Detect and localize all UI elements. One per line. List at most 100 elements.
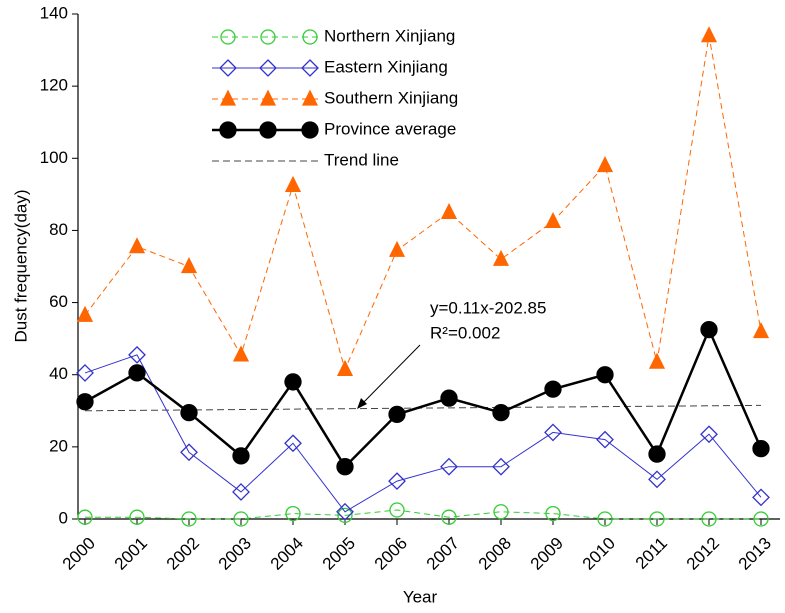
- marker: [388, 472, 406, 491]
- marker: [700, 26, 718, 43]
- x-tick-label: 2001: [111, 534, 151, 574]
- marker: [440, 202, 458, 220]
- marker: [128, 345, 146, 364]
- marker: [219, 121, 237, 139]
- legend-label: Northern Xinjiang: [324, 26, 455, 45]
- marker: [301, 59, 319, 77]
- marker: [232, 447, 250, 465]
- marker: [648, 445, 666, 463]
- marker: [302, 29, 318, 45]
- marker: [219, 89, 237, 106]
- x-tick-label: 2010: [579, 534, 619, 574]
- marker: [180, 403, 198, 422]
- marker: [752, 488, 770, 507]
- marker: [219, 59, 237, 77]
- y-tick-label: 60: [49, 292, 68, 311]
- marker: [76, 305, 94, 322]
- marker: [180, 443, 198, 462]
- marker: [492, 403, 510, 422]
- marker: [76, 393, 94, 411]
- series-line: [84, 354, 762, 513]
- marker: [285, 505, 301, 522]
- y-tick-label: 140: [40, 3, 68, 22]
- marker: [753, 511, 769, 527]
- marker: [440, 457, 458, 476]
- y-tick-label: 80: [49, 220, 68, 239]
- x-tick-label: 2006: [371, 534, 411, 574]
- x-axis-label: Year: [403, 587, 438, 606]
- legend-label: Trend line: [324, 150, 399, 169]
- x-tick-label: 2002: [163, 534, 203, 574]
- x-tick-label: 2013: [735, 534, 775, 574]
- marker: [544, 380, 562, 398]
- y-tick-label: 40: [49, 364, 68, 383]
- marker: [648, 352, 666, 369]
- marker: [493, 504, 509, 520]
- marker: [337, 507, 353, 524]
- marker: [440, 389, 458, 407]
- marker: [492, 249, 510, 266]
- marker: [128, 364, 146, 382]
- y-tick-label: 100: [40, 148, 68, 167]
- marker: [76, 363, 94, 382]
- marker: [259, 89, 277, 106]
- legend-label: Eastern Xinjiang: [324, 57, 448, 76]
- marker: [648, 470, 666, 489]
- y-tick-label: 0: [59, 508, 68, 527]
- marker: [596, 430, 614, 449]
- x-tick-label: 2005: [319, 534, 359, 574]
- marker: [596, 366, 614, 384]
- marker: [649, 511, 665, 527]
- y-tick-label: 20: [49, 436, 68, 455]
- marker: [596, 156, 614, 173]
- marker: [301, 89, 319, 106]
- y-axis-label: Dust frequency(day): [11, 189, 30, 342]
- marker: [388, 240, 406, 257]
- annotation-arrow: [358, 344, 421, 408]
- marker: [752, 321, 770, 339]
- marker: [77, 509, 93, 525]
- marker: [284, 434, 302, 453]
- marker: [544, 211, 562, 229]
- marker: [336, 458, 354, 476]
- marker: [284, 373, 302, 391]
- marker: [388, 405, 406, 424]
- series-line: [85, 509, 761, 520]
- marker: [492, 457, 510, 476]
- marker: [233, 511, 249, 527]
- marker: [232, 483, 250, 501]
- marker: [544, 423, 562, 442]
- series-line: [84, 326, 763, 469]
- marker: [259, 59, 277, 77]
- legend-label: Province average: [324, 119, 456, 138]
- x-tick-label: 2004: [267, 534, 307, 574]
- x-tick-label: 2000: [59, 534, 99, 574]
- x-tick-label: 2007: [423, 534, 463, 574]
- annotation: y=0.11x-202.85: [430, 298, 546, 317]
- x-tick-label: 2009: [527, 534, 567, 574]
- marker: [259, 121, 277, 139]
- marker: [301, 121, 319, 139]
- x-tick-label: 2012: [683, 534, 723, 574]
- y-tick-label: 120: [40, 76, 68, 95]
- marker: [336, 502, 354, 521]
- marker: [180, 257, 198, 274]
- marker: [284, 175, 302, 192]
- series-line: [84, 35, 762, 371]
- x-tick-label: 2011: [632, 534, 671, 573]
- arrow-head: [357, 398, 367, 409]
- marker: [260, 29, 276, 45]
- marker: [441, 509, 457, 525]
- x-tick-label: 2008: [475, 534, 515, 574]
- trend-line: [84, 404, 762, 412]
- legend-label: Southern Xinjiang: [324, 88, 458, 107]
- annotation: R²=0.002: [430, 323, 500, 342]
- marker: [389, 502, 405, 518]
- marker: [336, 359, 354, 376]
- marker: [128, 237, 146, 254]
- marker: [701, 511, 717, 527]
- marker: [700, 320, 718, 339]
- marker: [129, 509, 145, 525]
- marker: [597, 511, 613, 527]
